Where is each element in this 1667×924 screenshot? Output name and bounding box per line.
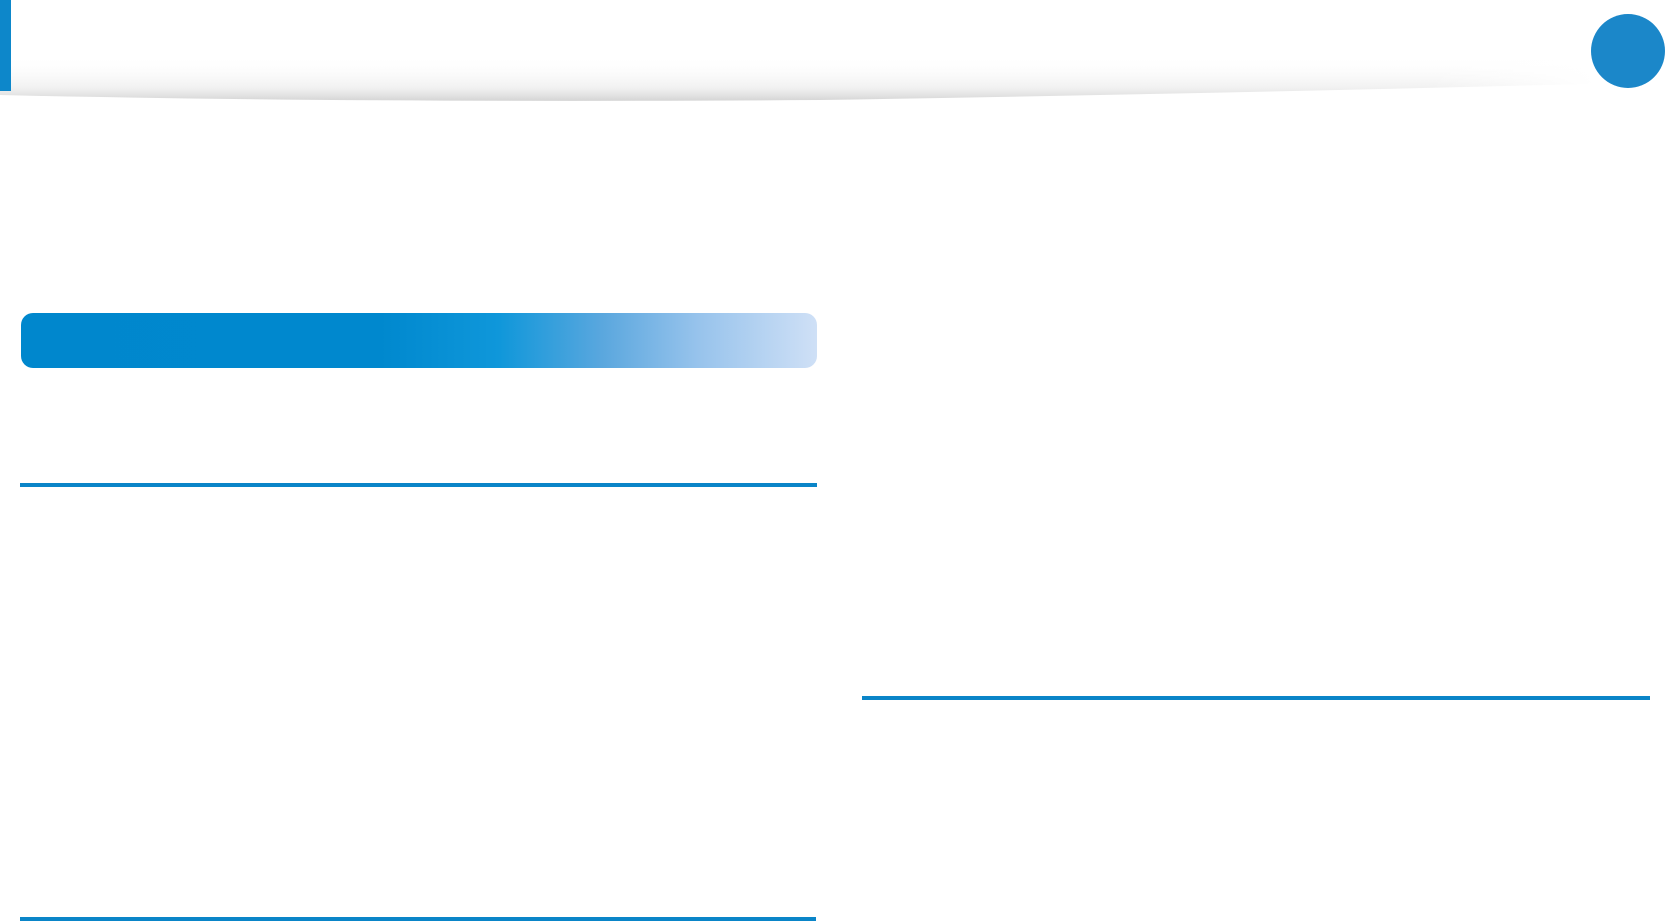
left-column-rule-bottom [20,917,816,921]
header-shadow-curve [0,56,1660,101]
right-column-rule [862,696,1650,700]
left-column-rule-top [20,483,817,487]
page-number-marker [1591,14,1665,88]
section-title-bar [21,313,817,368]
left-edge-accent-bar [0,0,11,91]
header-shadow [0,50,1667,120]
